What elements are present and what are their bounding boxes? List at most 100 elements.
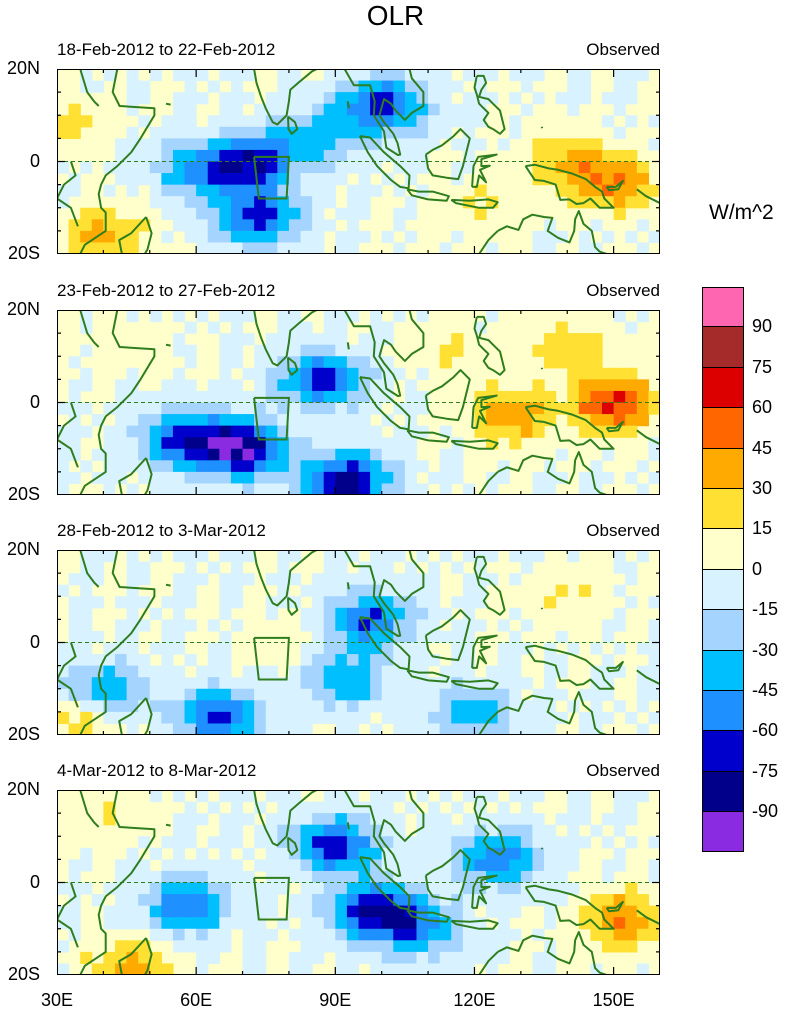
coastline <box>473 555 506 616</box>
heatmap-cell <box>138 882 151 895</box>
heatmap-cell <box>288 103 302 116</box>
heatmap-cell <box>416 654 429 667</box>
coastline <box>165 823 171 827</box>
heatmap-cell <box>625 561 638 574</box>
heatmap-cell <box>335 550 348 563</box>
heatmap-cell <box>625 917 638 930</box>
heatmap-cell <box>91 550 104 563</box>
heatmap-cell <box>428 963 441 975</box>
heatmap-cell <box>288 69 302 82</box>
heatmap-cell <box>428 471 441 485</box>
heatmap-cell <box>68 126 81 139</box>
heatmap-cell <box>172 333 186 346</box>
heatmap-cell <box>80 219 93 232</box>
heatmap-cell <box>219 859 232 872</box>
heatmap-cell <box>184 126 197 139</box>
heatmap-cell <box>404 149 418 163</box>
heatmap-cell <box>346 951 360 965</box>
heatmap-cell <box>172 138 186 151</box>
heatmap-cell <box>486 700 499 713</box>
heatmap-cell <box>335 161 348 174</box>
heatmap-cell <box>80 847 93 860</box>
heatmap-cell <box>428 630 441 644</box>
heatmap-cell <box>323 115 336 128</box>
heatmap-cell <box>625 367 638 380</box>
heatmap-cell <box>219 367 232 380</box>
heatmap-cell <box>613 402 626 415</box>
heatmap-cell <box>277 402 290 415</box>
heatmap-cell <box>161 115 174 128</box>
heatmap-cell <box>277 573 290 586</box>
heatmap-cell <box>184 573 197 586</box>
heatmap-cell <box>172 847 186 860</box>
heatmap-cell <box>346 963 360 975</box>
heatmap-cell <box>439 859 452 872</box>
heatmap-cell <box>242 847 255 860</box>
colorbar-label: 90 <box>752 316 773 337</box>
heatmap-cell <box>172 584 186 597</box>
heatmap-cell <box>486 905 499 918</box>
heatmap-cell <box>184 859 197 872</box>
heatmap-cell <box>451 596 464 609</box>
heatmap-cell <box>323 905 336 918</box>
heatmap-cell <box>184 402 197 415</box>
heatmap-cell <box>370 654 383 667</box>
heatmap-cell <box>428 951 441 965</box>
heatmap-cell <box>416 688 429 701</box>
heatmap-cell <box>161 882 174 895</box>
heatmap-cell <box>451 344 464 357</box>
heatmap-cell <box>509 824 522 837</box>
colorbar-label: 0 <box>752 558 763 579</box>
heatmap-cell <box>91 448 104 461</box>
lat-label: 0 <box>29 391 40 412</box>
heatmap-cell <box>439 940 452 953</box>
heatmap-cell <box>532 138 545 151</box>
heatmap-cell <box>288 824 302 837</box>
heatmap-cell <box>242 870 255 884</box>
heatmap-cell <box>520 700 534 713</box>
heatmap-cell <box>532 847 545 860</box>
heatmap-cell <box>230 103 244 116</box>
heatmap-cell <box>335 963 348 975</box>
heatmap-cell <box>114 219 128 232</box>
heatmap-cell <box>323 836 336 849</box>
heatmap-cell <box>474 700 487 713</box>
heatmap-cell <box>138 573 151 586</box>
heatmap-cell <box>161 711 174 725</box>
heatmap-cell <box>335 471 348 485</box>
coastline <box>524 644 615 690</box>
heatmap-cell <box>57 471 70 485</box>
heatmap-cell <box>277 561 290 574</box>
colorbar-label: 75 <box>752 356 773 377</box>
heatmap-cell <box>288 126 302 139</box>
heatmap-cell <box>207 80 220 93</box>
heatmap-cell <box>578 471 592 485</box>
heatmap-cell <box>230 917 244 930</box>
heatmap-cell <box>172 859 186 872</box>
heatmap-cell <box>428 584 441 597</box>
heatmap-cell <box>370 940 383 953</box>
heatmap-cell <box>184 356 197 369</box>
heatmap-cell <box>230 242 244 254</box>
heatmap-cell <box>451 905 464 918</box>
heatmap-cell <box>68 173 81 186</box>
heatmap-cell <box>288 367 302 380</box>
heatmap-cell <box>288 951 302 965</box>
heatmap-cell <box>648 928 660 941</box>
heatmap-cell <box>613 126 626 139</box>
heatmap-cell <box>439 69 452 82</box>
heatmap-cell <box>230 333 244 346</box>
heatmap-cell <box>323 630 336 644</box>
heatmap-cell <box>416 138 429 151</box>
heatmap-cell <box>219 69 232 82</box>
heatmap-cell <box>358 207 371 220</box>
heatmap-cell <box>219 333 232 346</box>
heatmap-cell <box>404 379 418 392</box>
heatmap-cell <box>602 402 615 415</box>
heatmap-cell <box>230 425 244 438</box>
heatmap-cell <box>230 483 244 495</box>
heatmap-cell <box>277 700 290 713</box>
coastline <box>471 394 498 429</box>
heatmap-cell <box>161 448 174 461</box>
heatmap-cell <box>335 619 348 632</box>
